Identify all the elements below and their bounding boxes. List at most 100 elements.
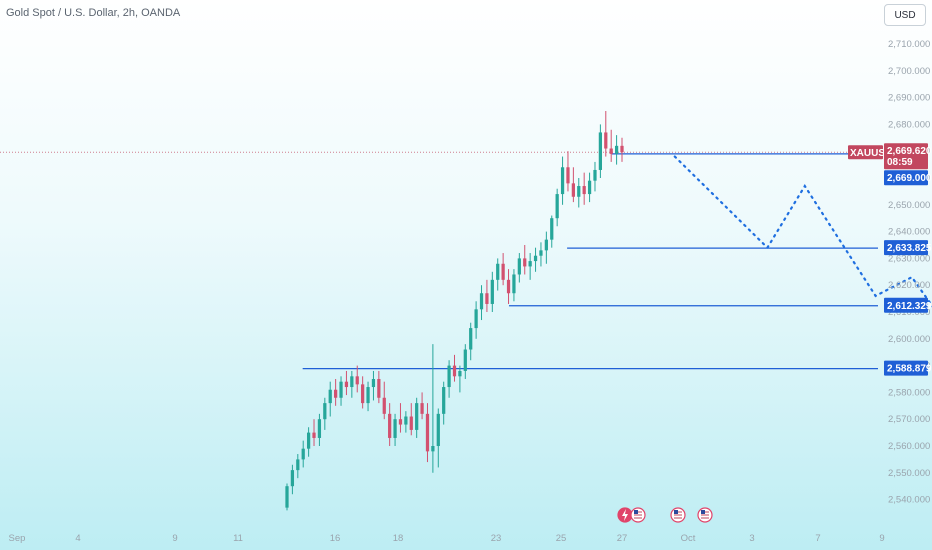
candle-body [323, 403, 327, 420]
event-lightning-icon [617, 507, 633, 523]
level-tag-3 [884, 360, 928, 376]
candle-body [290, 470, 295, 487]
candle [377, 370, 381, 404]
candle-body [306, 432, 311, 449]
current-price-value: 2,669.620 [887, 146, 932, 157]
candle-body [501, 263, 505, 280]
x-tick-label: 9 [172, 533, 177, 544]
candle-body [560, 167, 565, 195]
candle-body [593, 169, 597, 181]
candle [382, 381, 386, 420]
candle-body [317, 419, 322, 438]
candle-body [506, 279, 511, 294]
x-tick-label: 23 [491, 533, 502, 544]
candle-body [609, 148, 613, 154]
candle [344, 370, 349, 396]
candle-body [544, 239, 548, 251]
candle-body [577, 186, 581, 197]
candle [533, 247, 538, 272]
candle [458, 365, 462, 393]
currency-button[interactable]: USD [884, 4, 926, 26]
candle [506, 269, 511, 304]
candle [285, 483, 289, 511]
candle [361, 376, 365, 409]
candle-body [485, 293, 489, 304]
candle-body [393, 419, 397, 438]
candle [474, 301, 478, 339]
candle [409, 403, 413, 436]
candle-body [528, 261, 532, 267]
candle-body [371, 379, 376, 388]
candle-body [425, 413, 430, 452]
candle [528, 253, 532, 280]
levels-layer [302, 153, 878, 370]
candle-body [431, 446, 435, 452]
candle-body [377, 379, 381, 398]
x-axis: Sep 4 9 11 16 18 23 25 27 Oct 3 7 9 [9, 533, 885, 544]
candle [539, 242, 543, 267]
x-tick-label: 27 [617, 533, 628, 544]
events-layer [617, 507, 713, 523]
candle-body [523, 258, 527, 267]
candle [366, 381, 370, 412]
candle [317, 413, 322, 446]
candle-body [469, 328, 473, 350]
chart-title: Gold Spot / U.S. Dollar, 2h, OANDA [6, 7, 181, 19]
candle-body [604, 132, 608, 149]
candle-body [285, 486, 289, 508]
candle [566, 151, 570, 192]
candle-body [490, 279, 494, 304]
candle [582, 172, 586, 205]
candle [334, 379, 338, 406]
candle [301, 440, 305, 468]
candle-body [436, 413, 440, 446]
candle [463, 344, 467, 379]
candle [587, 172, 592, 203]
candle-body [512, 274, 516, 294]
y-tick-label: 2,700.000 [888, 66, 930, 77]
candle-body [550, 218, 554, 240]
candles-layer [285, 111, 624, 511]
candle-body [571, 183, 575, 197]
y-tick-label: 2,560.000 [888, 441, 930, 452]
candle-body [420, 403, 424, 414]
candle [501, 253, 505, 286]
candle-body [587, 180, 592, 195]
candle [571, 167, 575, 203]
candle [485, 279, 489, 312]
countdown-value: 08:59 [887, 157, 913, 168]
candle-body [496, 263, 500, 280]
candle [555, 188, 559, 227]
candle [550, 215, 554, 248]
x-tick-label: 16 [330, 533, 341, 544]
candle-body [582, 186, 586, 195]
event-us-flag-icon [630, 507, 646, 523]
level-tag-label-3: 2,588.879 [887, 364, 932, 375]
level-tag-2 [884, 297, 928, 313]
candle-body [350, 376, 354, 388]
level-tag-label-2: 2,612.329 [887, 301, 932, 312]
candle [393, 413, 397, 446]
candle [306, 427, 311, 457]
current-price-tag [884, 143, 928, 170]
candle [371, 370, 376, 401]
candle [290, 464, 295, 495]
y-tick-label: 2,570.000 [888, 414, 930, 425]
candle [479, 285, 484, 321]
projection-path [673, 155, 932, 308]
candle-body [301, 448, 305, 460]
symbol-tag [848, 145, 883, 160]
candle-body [388, 413, 392, 438]
candle-body [382, 397, 386, 414]
candle-body [566, 167, 570, 184]
y-tick-label: 2,650.000 [888, 200, 930, 211]
candle [350, 370, 354, 398]
candle [442, 381, 446, 425]
flag-canton [634, 510, 638, 514]
candle-body [398, 419, 403, 425]
candle-body [312, 432, 316, 438]
candle-body [404, 416, 408, 425]
y-tick-label: 2,600.000 [888, 334, 930, 345]
